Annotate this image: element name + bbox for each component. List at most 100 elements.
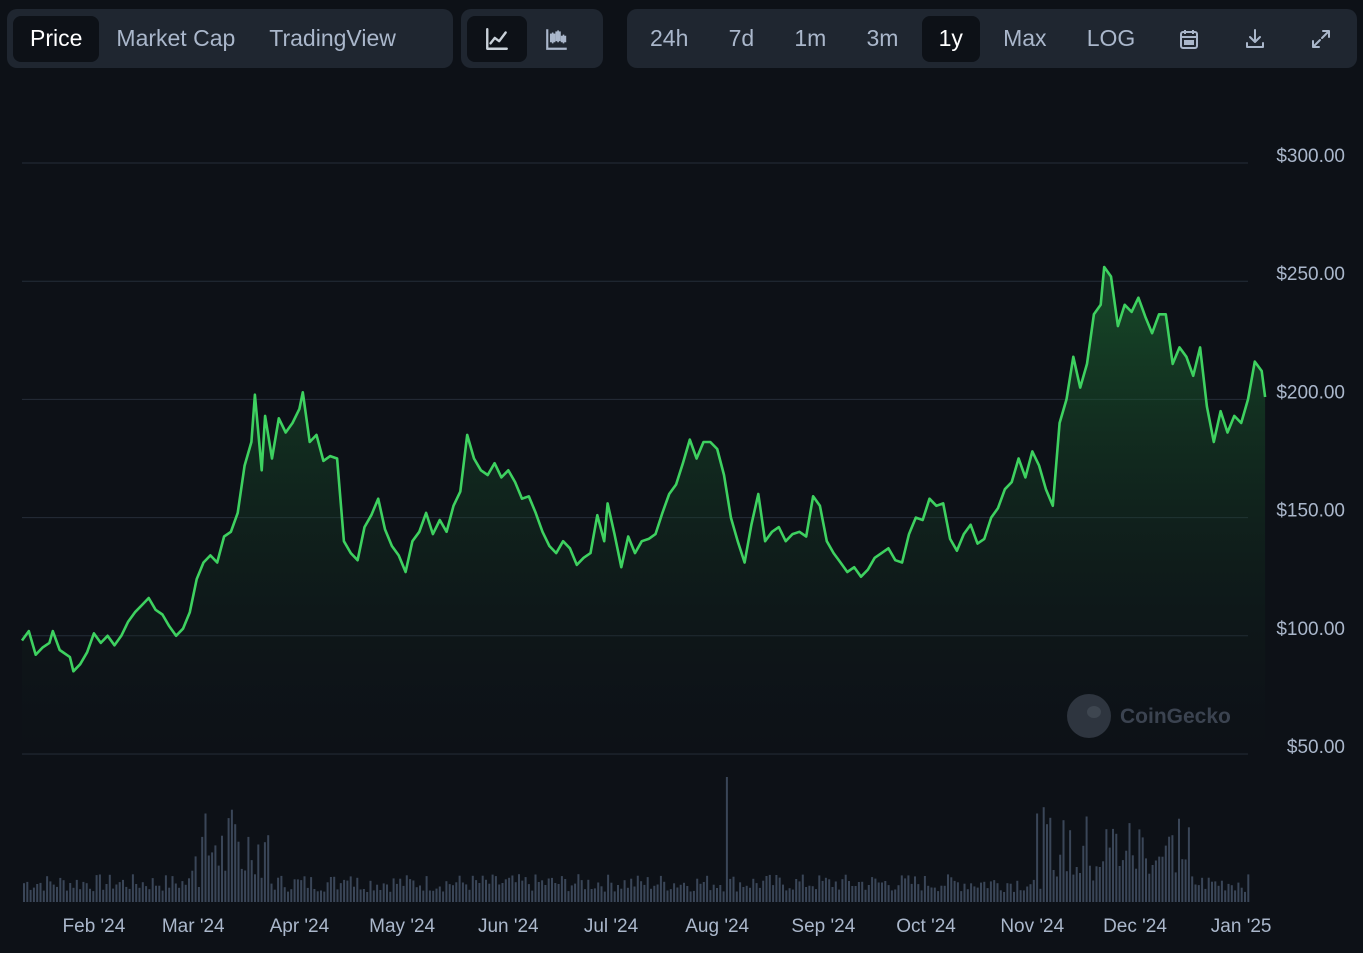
- candlestick-chart-button[interactable]: [527, 16, 587, 62]
- volume-bar: [933, 887, 936, 902]
- volume-bar: [666, 890, 669, 902]
- volume-bar: [765, 876, 768, 902]
- volume-bar: [815, 889, 817, 902]
- volume-bar: [372, 890, 375, 902]
- volume-bar: [854, 886, 857, 902]
- volume-bar: [663, 881, 666, 902]
- volume-bar: [702, 882, 705, 902]
- log-scale-button[interactable]: LOG: [1086, 25, 1136, 51]
- x-tick-label: Jan '25: [1211, 916, 1272, 937]
- volume-bar: [669, 889, 672, 902]
- volume-bar: [1121, 860, 1124, 902]
- range-3m-button[interactable]: 3m: [866, 25, 899, 51]
- volume-bar: [1207, 877, 1210, 902]
- price-area: [22, 267, 1266, 754]
- volume-bar: [986, 888, 989, 902]
- volume-bar: [79, 889, 82, 902]
- volume-bar: [425, 876, 428, 902]
- volume-bar: [478, 883, 481, 902]
- volume-bar: [597, 882, 600, 902]
- volume-bar: [518, 874, 520, 902]
- volume-bar: [1227, 883, 1230, 902]
- range-1m-button[interactable]: 1m: [794, 25, 827, 51]
- volume-bar: [636, 875, 639, 902]
- volume-bar: [1049, 817, 1052, 902]
- price-line: [20, 265, 1267, 673]
- volume-bar: [465, 884, 468, 902]
- volume-bar: [65, 890, 68, 902]
- volume-bar: [871, 877, 874, 902]
- volume-bar: [861, 881, 864, 902]
- volume-bar: [56, 886, 58, 902]
- tab-price[interactable]: Price: [13, 15, 100, 62]
- range-1y-button[interactable]: 1y: [921, 15, 980, 62]
- volume-bar: [755, 883, 758, 902]
- tab-tradingview[interactable]: TradingView: [269, 25, 396, 51]
- volume-bar: [207, 855, 210, 902]
- volume-bar: [593, 888, 596, 902]
- volume-bar: [739, 882, 742, 902]
- volume-bar: [1164, 845, 1167, 902]
- volume-bar: [1042, 807, 1045, 902]
- x-tick-label: Sep '24: [791, 916, 855, 937]
- volume-bar: [240, 868, 243, 902]
- fullscreen-button[interactable]: [1291, 16, 1351, 62]
- range-max-button[interactable]: Max: [1003, 25, 1047, 51]
- volume-bar: [745, 885, 748, 902]
- volume-bar: [890, 890, 893, 902]
- volume-bar: [349, 876, 352, 902]
- download-button[interactable]: [1225, 16, 1285, 62]
- volume-bar: [412, 880, 415, 902]
- volume-bar: [851, 886, 854, 902]
- coingecko-eye-icon: [1087, 706, 1101, 718]
- volume-bar: [1019, 890, 1022, 902]
- volume-bar: [442, 891, 445, 902]
- volume-bar: [379, 890, 382, 902]
- volume-bar: [864, 889, 867, 902]
- volume-bar: [617, 885, 619, 902]
- volume-bar: [881, 882, 883, 902]
- volume-bar: [283, 887, 286, 902]
- calendar-button[interactable]: [1159, 16, 1219, 62]
- volume-bar: [811, 886, 814, 902]
- volume-bar: [551, 877, 553, 902]
- volume-bar: [679, 884, 682, 902]
- volume-bar: [716, 888, 718, 902]
- volume-bar: [1013, 891, 1015, 902]
- volume-bar: [468, 889, 471, 902]
- volume-bar: [831, 887, 834, 902]
- volume-bar: [1234, 890, 1237, 902]
- download-icon: [1245, 28, 1264, 48]
- volume-bar: [197, 887, 200, 902]
- range-7d-button[interactable]: 7d: [728, 25, 755, 51]
- volume-bar: [963, 883, 966, 902]
- volume-bar: [23, 883, 25, 902]
- volume-bar: [1125, 850, 1128, 902]
- volume-bar: [841, 879, 844, 902]
- volume-bar: [161, 890, 164, 902]
- volume-bar: [1095, 866, 1098, 902]
- volume-bar: [92, 891, 95, 902]
- tab-market-cap[interactable]: Market Cap: [116, 25, 236, 51]
- volume-bar: [1145, 858, 1147, 902]
- volume-bar: [362, 889, 365, 902]
- volume-bar: [353, 886, 355, 902]
- volume-bar: [85, 883, 88, 902]
- range-24h-button[interactable]: 24h: [650, 25, 689, 51]
- volume-bar: [224, 870, 227, 902]
- volume-bar: [544, 885, 547, 902]
- volume-bar: [1059, 854, 1062, 902]
- volume-bar: [95, 875, 98, 902]
- line-chart-button[interactable]: [467, 15, 527, 62]
- volume-bar: [329, 877, 332, 902]
- volume-bar: [323, 891, 326, 902]
- volume-bar: [976, 887, 979, 902]
- volume-bar: [168, 887, 171, 902]
- volume-bar: [131, 874, 134, 902]
- volume-bar: [303, 876, 306, 902]
- volume-bar: [343, 879, 346, 902]
- volume-bar: [676, 887, 679, 902]
- volume-bar: [574, 883, 577, 902]
- volume-bar: [445, 881, 448, 902]
- volume-bar: [867, 885, 870, 902]
